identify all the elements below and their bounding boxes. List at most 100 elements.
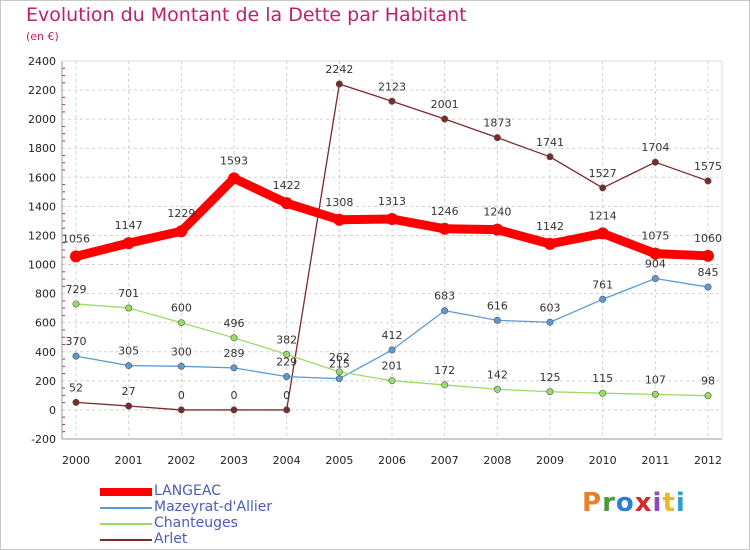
data-label: 142 (487, 368, 508, 381)
data-label: 1422 (273, 179, 301, 192)
data-label: 1214 (589, 209, 617, 222)
data-point (702, 249, 714, 262)
data-point (388, 97, 396, 105)
data-label: 616 (487, 299, 508, 312)
data-label: 300 (171, 345, 192, 358)
legend-swatch (100, 507, 152, 509)
data-point (333, 213, 346, 226)
data-label: 107 (645, 373, 666, 386)
data-label: 305 (118, 345, 139, 358)
x-tick-label: 2001 (115, 454, 143, 467)
legend-label: Chanteuges (154, 515, 238, 531)
legend-label: Arlet (154, 531, 188, 547)
data-point (441, 115, 449, 123)
data-point (546, 388, 554, 396)
data-point (280, 197, 293, 210)
data-label: 729 (66, 283, 87, 296)
data-point (125, 362, 133, 370)
data-label: 0 (231, 389, 238, 402)
x-tick-label: 2007 (431, 454, 459, 467)
chart-title: Evolution du Montant de la Dette par Hab… (26, 4, 467, 26)
x-tick-label: 2009 (536, 454, 564, 467)
data-point (544, 237, 556, 250)
y-tick-label: 2200 (28, 84, 56, 97)
data-point (493, 316, 501, 324)
data-label: 1575 (694, 160, 722, 173)
data-label: 2123 (378, 80, 406, 93)
data-point (599, 389, 607, 397)
data-label: 701 (118, 287, 139, 300)
x-tick-label: 2004 (273, 454, 301, 467)
y-tick-label: -200 (31, 433, 56, 446)
x-tick-label: 2008 (483, 454, 511, 467)
x-tick-label: 2006 (378, 454, 406, 467)
legend-label: LANGEAC (154, 483, 221, 499)
y-tick-label: 0 (49, 404, 56, 417)
data-label: 289 (224, 347, 245, 360)
data-label: 98 (701, 375, 715, 388)
data-label: 600 (171, 302, 192, 315)
data-point (228, 172, 240, 185)
data-label: 201 (382, 360, 403, 373)
data-label: 683 (434, 290, 455, 303)
data-label: 0 (178, 389, 185, 402)
data-point (704, 177, 712, 185)
x-tick-label: 2012 (694, 454, 722, 467)
data-label: 1229 (167, 207, 195, 220)
data-point (388, 346, 396, 354)
axes: -200020040060080010001200140016001800200… (28, 55, 723, 467)
data-label: 1593 (220, 154, 248, 167)
y-tick-label: 1400 (28, 200, 56, 213)
data-point (335, 368, 343, 376)
data-point (177, 362, 185, 370)
data-label: 1704 (641, 141, 669, 154)
data-label: 1147 (115, 219, 143, 232)
logo-letter: o (615, 488, 635, 518)
data-point (438, 222, 451, 235)
data-point (335, 80, 343, 88)
data-point (283, 373, 291, 381)
data-point (125, 304, 133, 312)
x-tick-label: 2003 (220, 454, 248, 467)
data-label: 262 (329, 351, 350, 364)
data-label: 412 (382, 329, 403, 342)
data-point (441, 381, 449, 389)
data-label: 27 (122, 385, 136, 398)
data-point (177, 319, 185, 327)
y-tick-label: 2400 (28, 55, 56, 68)
y-tick-label: 1600 (28, 171, 56, 184)
data-label: 215 (329, 358, 350, 371)
data-point (596, 227, 609, 240)
chart-subtitle: (en €) (26, 30, 59, 43)
data-label: 370 (66, 335, 87, 348)
data-label: 2001 (431, 98, 459, 111)
data-label: 845 (698, 266, 719, 279)
data-point (599, 184, 607, 192)
data-label: 1075 (641, 230, 669, 243)
y-tick-label: 1000 (28, 259, 56, 272)
series-lines (70, 80, 714, 414)
data-point (546, 318, 554, 326)
data-label: 1142 (536, 220, 564, 233)
data-point (651, 274, 659, 282)
data-point (283, 406, 291, 414)
legend-swatch (100, 488, 152, 496)
data-point (388, 377, 396, 385)
data-label: 382 (276, 333, 297, 346)
data-label: 1313 (378, 195, 406, 208)
logo-letter: i (652, 488, 663, 518)
data-label: 125 (540, 371, 561, 384)
data-label: 115 (592, 372, 613, 385)
data-label: 904 (645, 257, 666, 270)
data-label: 229 (276, 356, 297, 369)
data-point (651, 158, 659, 166)
logo-letter: x (634, 488, 653, 518)
logo-letter: P (582, 488, 603, 518)
data-point (599, 295, 607, 303)
data-point (283, 350, 291, 358)
data-point (72, 300, 80, 308)
y-tick-label: 1200 (28, 229, 56, 242)
data-point (546, 153, 554, 161)
x-tick-label: 2000 (62, 454, 90, 467)
legend-swatch (100, 523, 152, 525)
